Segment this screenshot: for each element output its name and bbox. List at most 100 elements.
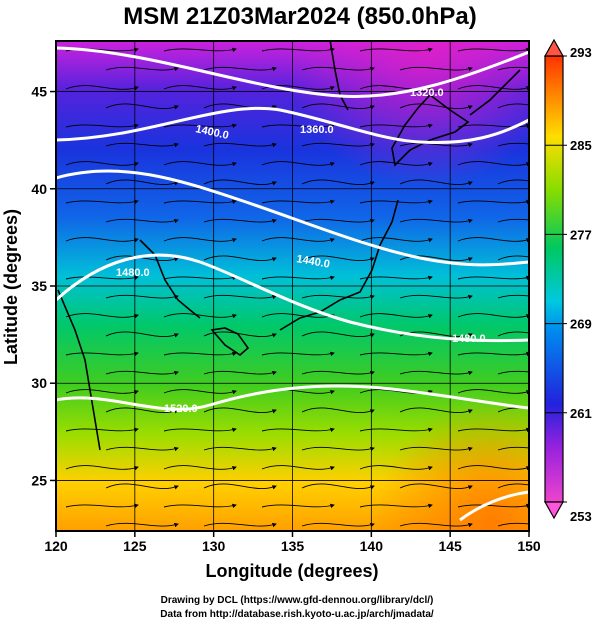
x-tick-label: 145 <box>438 538 462 554</box>
streamline <box>261 503 335 509</box>
streamline <box>399 66 473 72</box>
streamline <box>105 179 179 186</box>
x-tick-label: 135 <box>281 538 305 554</box>
streamline <box>497 142 529 147</box>
y-tick-label: 35 <box>31 278 47 294</box>
streamline <box>497 218 529 223</box>
streamline <box>359 503 433 509</box>
streamline <box>457 275 529 281</box>
coastlines <box>57 41 521 451</box>
streamline <box>105 103 179 110</box>
streamline <box>497 103 529 109</box>
streamline <box>301 103 375 110</box>
streamline <box>203 522 277 528</box>
streamline <box>163 85 237 91</box>
streamline <box>301 66 375 72</box>
streamline <box>203 179 277 186</box>
colorbar-tick-label: 253 <box>570 509 592 524</box>
streamline <box>105 294 179 300</box>
streamline <box>457 199 529 205</box>
streamline <box>497 483 529 489</box>
streamline <box>163 389 237 395</box>
streamline <box>203 407 277 414</box>
streamline <box>163 275 237 281</box>
streamline <box>65 313 139 319</box>
streamline <box>301 446 375 452</box>
streamline <box>301 218 375 224</box>
contour-1400 <box>56 169 529 267</box>
streamline <box>261 123 335 129</box>
streamline <box>457 47 529 53</box>
streamline <box>457 351 529 357</box>
streamline <box>399 103 473 110</box>
streamline <box>203 255 277 262</box>
streamline <box>65 161 139 167</box>
streamline <box>497 66 529 71</box>
streamline <box>261 275 335 281</box>
streamline <box>203 331 277 338</box>
streamline <box>399 294 473 300</box>
streamline <box>163 465 237 471</box>
y-tick-label: 40 <box>31 181 47 197</box>
streamline <box>105 66 179 72</box>
colorbar-ticks: 253 261 269 277 285 293 <box>545 45 592 524</box>
contour-label-1360: 1360.0 <box>300 124 334 136</box>
streamline <box>399 407 473 414</box>
colorbar-top-extend <box>543 38 565 57</box>
streamline <box>163 313 237 319</box>
streamline <box>163 199 237 205</box>
x-tick-label: 150 <box>517 538 541 554</box>
contour-label-1520: 1520.0 <box>164 403 198 415</box>
streamline <box>203 142 277 148</box>
y-tick-label: 25 <box>31 472 47 488</box>
streamline <box>163 161 237 167</box>
credit-drawing: Drawing by DCL (https://www.gfd-dennou.o… <box>161 595 434 606</box>
streamline <box>497 179 529 185</box>
streamline <box>457 237 529 243</box>
streamline <box>163 47 237 53</box>
streamline <box>163 123 237 129</box>
colorbar: 253 261 269 277 285 293 <box>543 38 592 524</box>
streamline <box>163 237 237 243</box>
contour-label-1480-east: 1480.0 <box>452 333 486 345</box>
streamline <box>497 407 529 413</box>
y-tick-label: 45 <box>31 84 47 100</box>
colorbar-tick-label: 269 <box>570 317 592 332</box>
streamline <box>497 255 529 261</box>
streamline <box>105 407 179 414</box>
colorbar-bottom-extend <box>543 501 565 520</box>
streamline <box>497 446 529 451</box>
streamline <box>301 370 375 376</box>
streamline <box>457 313 529 319</box>
coastline-kyushu <box>210 327 250 357</box>
colorbar-tick-label: 285 <box>570 138 592 153</box>
streamline <box>399 218 473 224</box>
streamline <box>457 389 529 395</box>
y-axis-ticks: 25 30 35 40 45 <box>31 84 56 488</box>
streamline <box>65 199 139 205</box>
height-contours <box>56 46 529 522</box>
x-tick-label: 125 <box>123 538 147 554</box>
streamline <box>65 85 139 91</box>
streamline <box>105 446 179 452</box>
wind-streamlines <box>65 47 529 528</box>
streamline <box>105 142 179 148</box>
coastline-korea <box>139 239 201 319</box>
streamline <box>203 66 277 72</box>
streamline <box>261 199 335 205</box>
streamline <box>261 427 335 433</box>
streamline <box>65 123 139 129</box>
x-tick-label: 140 <box>360 538 384 554</box>
streamline <box>65 427 139 433</box>
streamline <box>301 522 375 528</box>
y-axis-label: Latitude (degrees) <box>1 209 21 365</box>
streamline <box>261 465 335 471</box>
contour-1480 <box>56 384 529 411</box>
colorbar-tick-label: 261 <box>570 406 592 421</box>
contour-1520 <box>459 490 529 522</box>
streamline <box>457 85 529 91</box>
y-tick-label: 30 <box>31 375 47 391</box>
streamline <box>359 313 433 319</box>
streamline <box>359 351 433 357</box>
